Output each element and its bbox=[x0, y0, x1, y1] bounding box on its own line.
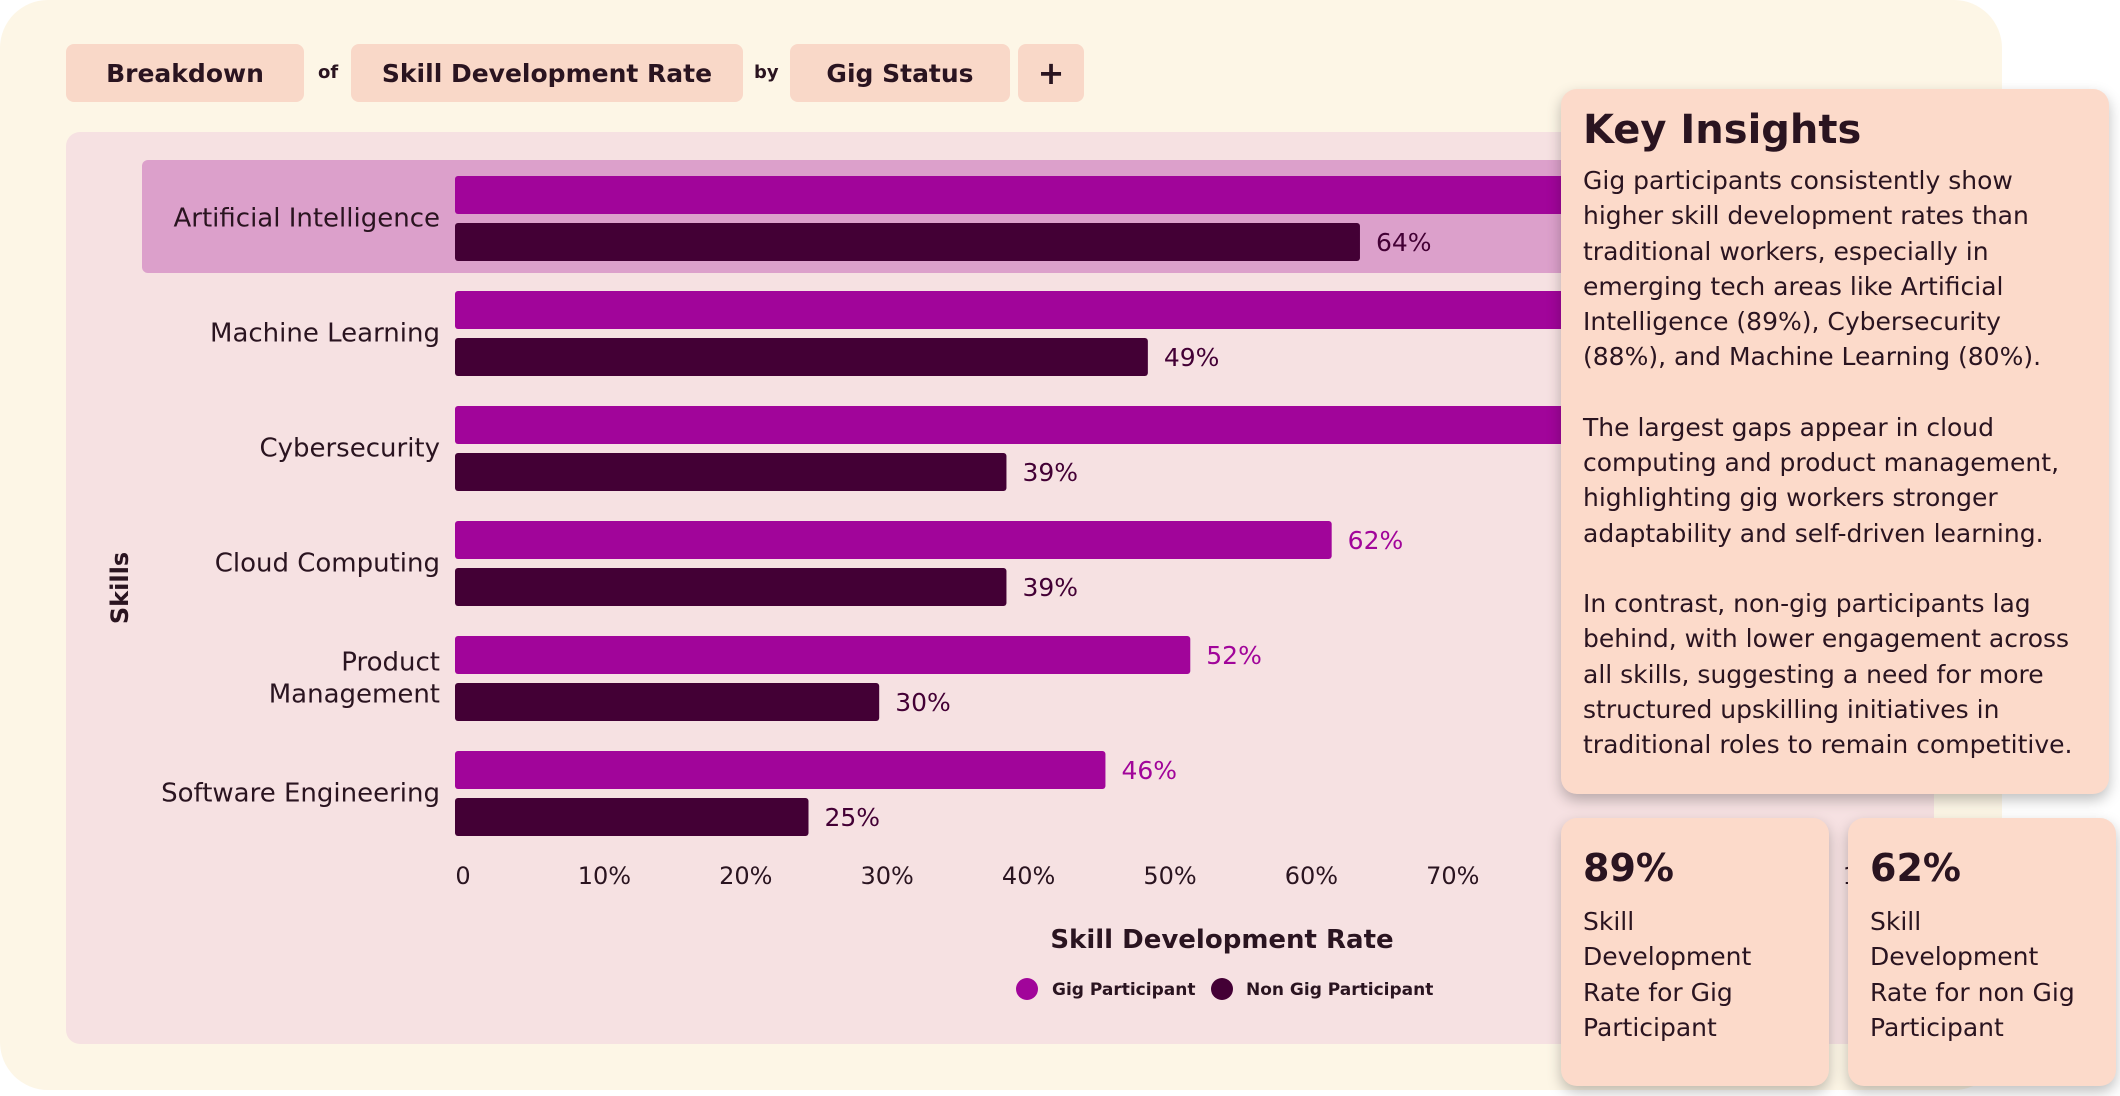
metric-selector[interactable]: Skill Development Rate bbox=[351, 44, 743, 102]
bar-gig-cloud-computing[interactable] bbox=[455, 521, 1332, 559]
legend-label-gig: Gig Participant bbox=[1052, 980, 1195, 1000]
category-label-cloud-computing[interactable]: Cloud Computing bbox=[215, 549, 440, 579]
x-tick-label: 10% bbox=[578, 862, 631, 890]
add-button[interactable]: + bbox=[1018, 44, 1084, 102]
y-axis-title: Skills bbox=[106, 552, 134, 624]
dimension-selector[interactable]: Gig Status bbox=[790, 44, 1010, 102]
stat-card-non-gig: 62% Skill Development Rate for non Gig P… bbox=[1848, 818, 2116, 1086]
stat-value: 62% bbox=[1870, 846, 1961, 890]
by-connector: by bbox=[754, 62, 779, 83]
key-insights-card: Key Insights Gig participants consistent… bbox=[1561, 89, 2109, 794]
category-label-software-engineering[interactable]: Software Engineering bbox=[161, 779, 440, 809]
legend-swatch-non-gig bbox=[1211, 978, 1233, 1000]
bar-non-gig-cybersecurity[interactable] bbox=[455, 453, 1007, 491]
bar-non-gig-artificial-intelligence[interactable] bbox=[455, 223, 1360, 261]
bar-non-gig-product-management[interactable] bbox=[455, 683, 880, 721]
stat-value: 89% bbox=[1583, 846, 1674, 890]
breakdown-button[interactable]: Breakdown bbox=[66, 44, 304, 102]
bar-non-gig-cloud-computing[interactable] bbox=[455, 568, 1007, 606]
x-tick-label: 30% bbox=[861, 862, 914, 890]
category-label-product-management[interactable]: Product Management bbox=[269, 648, 440, 710]
bar-gig-machine-learning[interactable] bbox=[455, 291, 1714, 329]
data-label-non-gig-cloud-computing: 39% bbox=[1022, 573, 1078, 602]
bar-non-gig-software-engineering[interactable] bbox=[455, 798, 809, 836]
x-tick-label: 20% bbox=[719, 862, 772, 890]
category-label-machine-learning[interactable]: Machine Learning bbox=[210, 319, 440, 349]
stat-card-gig: 89% Skill Development Rate for Gig Parti… bbox=[1561, 818, 1829, 1086]
data-label-non-gig-machine-learning: 49% bbox=[1164, 343, 1220, 372]
data-label-gig-software-engineering: 46% bbox=[1121, 756, 1177, 785]
legend-label-non-gig: Non Gig Participant bbox=[1246, 980, 1433, 1000]
x-tick-label: 0 bbox=[455, 862, 470, 890]
data-label-non-gig-product-management: 30% bbox=[895, 688, 951, 717]
legend-swatch-gig bbox=[1016, 978, 1038, 1000]
stat-label: Skill Development Rate for non Gig Parti… bbox=[1870, 907, 2075, 1042]
insights-paragraph-2: The largest gaps appear in cloud computi… bbox=[1583, 412, 2060, 548]
bar-gig-product-management[interactable] bbox=[455, 636, 1191, 674]
data-label-gig-cloud-computing: 62% bbox=[1348, 526, 1404, 555]
x-tick-label: 70% bbox=[1426, 862, 1479, 890]
data-label-gig-product-management: 52% bbox=[1206, 641, 1262, 670]
bar-gig-artificial-intelligence[interactable] bbox=[455, 176, 1714, 214]
bar-gig-cybersecurity[interactable] bbox=[455, 406, 1714, 444]
x-tick-label: 50% bbox=[1143, 862, 1196, 890]
bar-non-gig-machine-learning[interactable] bbox=[455, 338, 1148, 376]
category-label-artificial-intelligence[interactable]: Artificial Intelligence bbox=[174, 204, 441, 234]
insights-paragraph-1: Gig participants consistently show highe… bbox=[1583, 166, 2042, 372]
bar-gig-software-engineering[interactable] bbox=[455, 751, 1106, 789]
data-label-non-gig-software-engineering: 25% bbox=[825, 803, 881, 832]
x-tick-label: 40% bbox=[1002, 862, 1055, 890]
data-label-non-gig-cybersecurity: 39% bbox=[1022, 458, 1078, 487]
data-label-non-gig-artificial-intelligence: 64% bbox=[1376, 228, 1432, 257]
stat-label: Skill Development Rate for Gig Participa… bbox=[1583, 907, 1752, 1042]
x-tick-label: 60% bbox=[1285, 862, 1338, 890]
of-connector: of bbox=[318, 62, 339, 83]
insights-title: Key Insights bbox=[1583, 107, 1862, 153]
insights-paragraph-3: In contrast, non-gig participants lag be… bbox=[1583, 588, 2073, 760]
category-label-cybersecurity[interactable]: Cybersecurity bbox=[259, 434, 440, 464]
x-axis-title: Skill Development Rate bbox=[1050, 925, 1393, 955]
